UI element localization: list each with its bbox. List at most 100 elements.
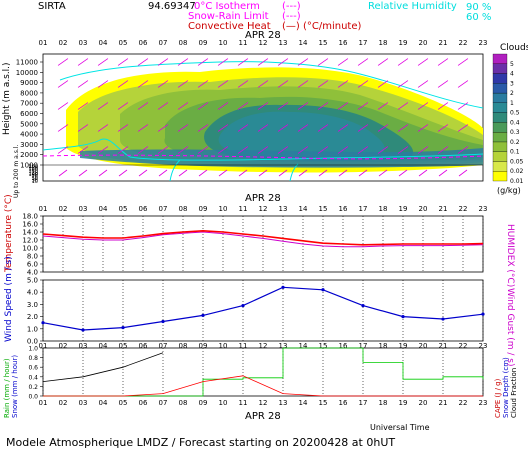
hour-tick-label: 11 <box>239 342 248 350</box>
hour-tick-label: 11 <box>239 39 248 47</box>
hour-tick-label: 01 <box>39 205 48 213</box>
hour-axis-low: 01 02 03 04 05 06 07 08 09 10 11 12 13 14 15 16 17 18 19 20… <box>39 342 488 350</box>
wind-speed-line <box>42 286 484 331</box>
hour-tick-label: 12 <box>259 399 268 407</box>
wind-arrow <box>437 80 449 88</box>
legend-rh-60: 60 % <box>466 12 491 23</box>
wind-arrow <box>298 169 308 177</box>
wind-arrow <box>297 146 309 154</box>
hour-tick-label: 01 <box>39 342 48 350</box>
wind-arrow <box>238 169 248 177</box>
cloud-ylabel2: Up to 200 m a.s.l. <box>13 145 20 198</box>
hour-tick-label: 02 <box>59 342 68 350</box>
hour-tick-label: 23 <box>479 399 488 407</box>
gust-ylabel: Wind Gust (m / s) <box>505 288 515 366</box>
wind-speed-point <box>401 315 405 319</box>
colorbar: 0.01 0.02 0.05 0.1 0.2 0.3 0.4 0.5 1 2 3 4 5 <box>492 53 524 185</box>
wind-arrow <box>77 124 89 132</box>
wind-arrow <box>417 102 429 110</box>
wind-arrows <box>57 58 469 177</box>
hour-tick-label: 08 <box>179 39 188 47</box>
wind-arrow <box>297 58 309 66</box>
legend-isotherm: 0°C Isotherm <box>194 1 260 12</box>
wind-arrow <box>137 102 149 110</box>
y-tick-label: 8000 <box>20 89 38 97</box>
wind-arrow <box>257 146 269 154</box>
hour-tick-label: 22 <box>459 39 468 47</box>
wind-arrow <box>457 58 469 66</box>
wind-arrow <box>177 102 189 110</box>
wind-arrow <box>137 80 149 88</box>
hour-tick-label: 20 <box>419 205 428 213</box>
y-tick-label: 50 <box>32 176 38 182</box>
colorbar-tick-label: 1 <box>510 100 514 107</box>
wind-arrow <box>277 146 289 154</box>
wind-arrow <box>117 102 129 110</box>
colorbar-tick-label: 0.02 <box>510 168 524 175</box>
wind-speed-point <box>81 328 85 332</box>
y-tick-label: 160 <box>28 167 38 173</box>
wind-arrow <box>297 80 309 88</box>
hour-tick-label: 20 <box>419 399 428 407</box>
snowdepth-ylabel: Snow Depth (cm) <box>502 357 510 418</box>
wind-arrow <box>417 124 429 132</box>
hour-tick-label: 16 <box>339 205 348 213</box>
station-coords: 94.69347 <box>148 1 196 12</box>
hour-tick-label: 08 <box>179 342 188 350</box>
hour-tick-label: 03 <box>79 205 88 213</box>
colorbar-swatch <box>492 102 508 113</box>
y-tick-label: 1.0 <box>27 325 38 333</box>
wind-arrow <box>237 58 249 66</box>
wind-arrow <box>157 58 169 66</box>
hour-tick-label: 14 <box>299 342 308 350</box>
wind-arrow <box>157 102 169 110</box>
colorbar-swatch <box>492 132 508 143</box>
rh-contour-60 <box>43 138 483 161</box>
hour-tick-label: 14 <box>299 399 308 407</box>
y-tick-label: 0.0 <box>27 338 38 346</box>
wind-arrow <box>217 124 229 132</box>
wind-arrow <box>358 169 368 177</box>
wind-arrow <box>277 124 289 132</box>
wind-arrow <box>417 146 429 154</box>
colorbar-tick-label: 2 <box>510 90 514 97</box>
wind-arrow <box>437 58 449 66</box>
hour-tick-label: 06 <box>139 205 148 213</box>
y-tick-label: 10 <box>32 179 38 185</box>
wind-arrow <box>57 124 69 132</box>
hour-tick-label: 05 <box>119 399 128 407</box>
wind-arrow <box>397 80 409 88</box>
wind-arrow <box>237 124 249 132</box>
hour-tick-label: 13 <box>279 205 288 213</box>
wind-arrow <box>318 169 328 177</box>
wind-arrow <box>257 124 269 132</box>
wind-speed-point <box>441 317 445 321</box>
cloud-ylabel: Height (m a.s.l.) <box>2 62 12 135</box>
wind-arrow <box>117 80 129 88</box>
wind-arrow <box>198 169 208 177</box>
wind-arrow <box>457 124 469 132</box>
wind-arrow <box>217 58 229 66</box>
hour-tick-label: 01 <box>39 39 48 47</box>
wind-arrow <box>357 58 369 66</box>
wind-arrow <box>418 169 428 177</box>
station-name: SIRTA <box>38 1 66 12</box>
wind-arrow <box>337 80 349 88</box>
hour-tick-label: 13 <box>279 399 288 407</box>
hour-tick-label: 05 <box>119 342 128 350</box>
hour-tick-label: 07 <box>159 399 168 407</box>
wind-arrow <box>117 146 129 154</box>
wind-arrow <box>217 80 229 88</box>
colorbar-swatch <box>492 63 508 74</box>
wind-speed-point <box>201 313 205 317</box>
wind-arrow <box>317 124 329 132</box>
wind-arrow <box>457 102 469 110</box>
hour-tick-label: 10 <box>219 399 228 407</box>
hour-tick-label: 16 <box>339 39 348 47</box>
wind-arrow <box>257 102 269 110</box>
wind-arrow <box>457 146 469 154</box>
wind-arrow <box>337 146 349 154</box>
wind-speed-point <box>321 288 325 292</box>
wind-arrow <box>137 58 149 66</box>
hour-tick-label: 19 <box>399 399 408 407</box>
